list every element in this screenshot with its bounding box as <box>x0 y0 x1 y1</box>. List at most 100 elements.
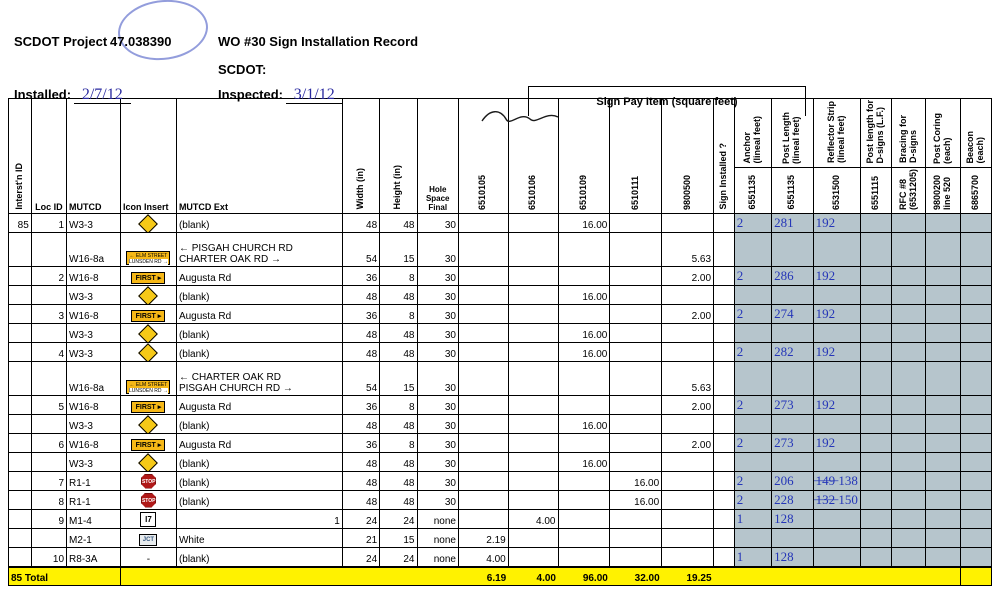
cell-hole: 30 <box>417 490 458 509</box>
cell-6865700 <box>960 433 991 452</box>
cell-icon: FIRST ▸ <box>120 395 176 414</box>
sup-postlen: Post Length(lineal feet) <box>782 112 802 164</box>
cell-mutcdext: (blank) <box>176 342 342 361</box>
cell-signinst <box>714 509 735 528</box>
cell-6510105 <box>458 304 508 323</box>
cell-6551115 <box>861 213 892 232</box>
cell-loc: 5 <box>31 395 66 414</box>
cell-height: 15 <box>380 528 417 547</box>
col-height: Height (in) <box>393 165 403 210</box>
cell-signinst <box>714 490 735 509</box>
cell-rfc8 <box>892 509 925 528</box>
cell-loc <box>31 232 66 266</box>
cell-6510106 <box>508 547 558 567</box>
cell-icon <box>120 285 176 304</box>
cell-6865700 <box>960 547 991 567</box>
cell-anchor: 2 <box>734 266 771 285</box>
cell-height: 8 <box>380 395 417 414</box>
cell-6551115 <box>861 433 892 452</box>
cell-refl <box>813 509 861 528</box>
cell-9800200 <box>925 528 960 547</box>
cell-6510105 <box>458 285 508 304</box>
cell-icon <box>120 452 176 471</box>
cell-6510111 <box>610 452 662 471</box>
cell-9800200 <box>925 323 960 342</box>
cell-mutcd: W3-3 <box>67 285 121 304</box>
cell-6551115 <box>861 304 892 323</box>
cell-9800200 <box>925 452 960 471</box>
cell-width: 36 <box>342 433 379 452</box>
cell-height: 48 <box>380 342 417 361</box>
col-9800200: 9800200line 520 <box>933 175 953 210</box>
col-6510109: 6510109 <box>579 175 589 210</box>
project-number: 47.038390 <box>110 34 171 49</box>
cell-mutcdext: (blank) <box>176 547 342 567</box>
cell-mutcdext: Augusta Rd <box>176 395 342 414</box>
cell-anchor: 2 <box>734 395 771 414</box>
cell-6510106 <box>508 395 558 414</box>
stop-sign-icon: STOP <box>141 493 156 508</box>
cell-6510111 <box>610 414 662 433</box>
cell-6510106 <box>508 361 558 395</box>
cell-mutcd: W16-8 <box>67 266 121 285</box>
cell-6510105 <box>458 323 508 342</box>
cell-6865700 <box>960 452 991 471</box>
cell-mutcdext: Augusta Rd <box>176 266 342 285</box>
cell-6510105 <box>458 433 508 452</box>
cell-mutcd: W16-8a <box>67 361 121 395</box>
cell-6510111 <box>610 395 662 414</box>
cell-rfc8 <box>892 323 925 342</box>
sup-beacon: Beacon(each) <box>966 131 986 164</box>
first-sign-icon: FIRST ▸ <box>131 310 165 322</box>
cell-loc: 6 <box>31 433 66 452</box>
cell-anchor: 2 <box>734 433 771 452</box>
cell-9800200 <box>925 471 960 490</box>
cell-width: 24 <box>342 547 379 567</box>
cell-6865700 <box>960 285 991 304</box>
cell-9800500 <box>662 342 714 361</box>
cell-6551115 <box>861 342 892 361</box>
cell-9800200 <box>925 547 960 567</box>
cell-loc: 10 <box>31 547 66 567</box>
cell-6510109: 16.00 <box>558 414 610 433</box>
cell-6510105 <box>458 509 508 528</box>
cell-mutcd: W16-8 <box>67 395 121 414</box>
cell-6510109: 16.00 <box>558 285 610 304</box>
cell-refl: 192 <box>813 433 861 452</box>
cell-9800200 <box>925 266 960 285</box>
warning-diamond-icon <box>139 453 159 471</box>
cell-mutcd: R8-3A <box>67 547 121 567</box>
cell-width: 48 <box>342 452 379 471</box>
cell-loc <box>31 361 66 395</box>
cell-6510109 <box>558 304 610 323</box>
cell-interstn <box>9 547 32 567</box>
cell-postlen <box>772 414 813 433</box>
installed-label: Installed: <box>14 87 71 102</box>
cell-6551115 <box>861 547 892 567</box>
cell-6510111 <box>610 528 662 547</box>
cell-loc: 3 <box>31 304 66 323</box>
cell-height: 15 <box>380 361 417 395</box>
cell-6510111 <box>610 232 662 266</box>
cell-6551115 <box>861 509 892 528</box>
cell-anchor <box>734 452 771 471</box>
cell-hole: 30 <box>417 323 458 342</box>
cell-6865700 <box>960 323 991 342</box>
cell-9800200 <box>925 342 960 361</box>
cell-icon: FIRST ▸ <box>120 266 176 285</box>
cell-9800200 <box>925 414 960 433</box>
cell-6865700 <box>960 304 991 323</box>
cell-interstn <box>9 285 32 304</box>
table-row: 851W3-3(blank)48483016.002281192 <box>9 213 992 232</box>
warning-diamond-icon <box>139 415 159 433</box>
total-111: 32.00 <box>610 567 662 586</box>
cell-interstn <box>9 433 32 452</box>
cell-6510105 <box>458 266 508 285</box>
cell-height: 48 <box>380 471 417 490</box>
cell-anchor <box>734 285 771 304</box>
cell-width: 48 <box>342 342 379 361</box>
cell-icon: STOP <box>120 490 176 509</box>
col-hole: HoleSpaceFinal <box>426 185 450 212</box>
cell-6510106 <box>508 342 558 361</box>
jct-sign-icon: JCT <box>139 534 157 546</box>
